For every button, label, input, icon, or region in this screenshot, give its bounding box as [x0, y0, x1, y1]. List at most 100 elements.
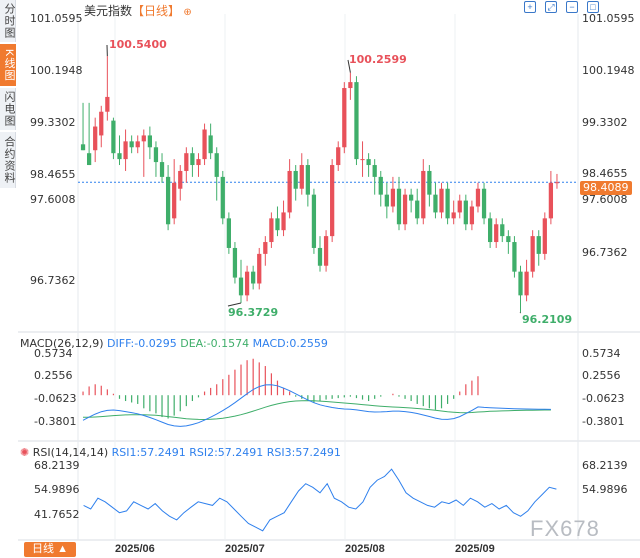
candle-body: [159, 162, 165, 177]
candle-body: [190, 153, 195, 166]
period-badge: 【日线】: [132, 4, 181, 18]
candle-body: [336, 147, 341, 166]
candle-body: [293, 170, 298, 189]
tab-timeshare[interactable]: 分时图: [0, 0, 16, 42]
candle-body: [238, 277, 244, 296]
y-tick: 99.3302: [30, 116, 76, 129]
macd-y-tick: -0.3801: [582, 415, 625, 428]
macd-y-tick: 0.5734: [34, 347, 73, 360]
candle-body: [378, 176, 383, 195]
candle-body: [512, 242, 517, 272]
macd-y-tick: -0.0623: [34, 392, 77, 405]
rsi-line: [83, 468, 557, 532]
tab-contract-info[interactable]: 合约资料: [0, 132, 16, 188]
candle-body: [111, 120, 116, 154]
candle-body: [275, 218, 280, 231]
candle-body: [141, 135, 146, 142]
y-tick: 96.7362: [30, 274, 76, 287]
high-annotation: 100.5400: [109, 38, 167, 51]
y-tick: 100.1948: [582, 64, 635, 77]
candle-body: [178, 170, 183, 189]
candle-body: [524, 271, 529, 296]
macd-y-tick: 0.2556: [34, 369, 73, 382]
macd-y-tick: 0.2556: [582, 369, 621, 382]
sidebar: 分时图 K线图 闪电图 合约资料: [0, 0, 18, 558]
candle-body: [214, 153, 219, 177]
candle-body: [421, 170, 426, 219]
candle-body: [542, 218, 547, 254]
candle-body: [86, 153, 92, 166]
candle-body: [281, 212, 286, 231]
candle-body: [396, 188, 402, 225]
candle-body: [488, 218, 493, 243]
candle-body: [451, 212, 456, 219]
candle-body: [536, 236, 541, 254]
candle-body: [129, 141, 134, 148]
dea-line: [83, 400, 551, 421]
fullscreen-icon[interactable]: □: [587, 1, 599, 13]
macd-dea: DEA:-0.1574: [180, 337, 250, 350]
candle-body: [548, 182, 554, 219]
candle-body: [354, 82, 359, 160]
macd-diff: DIFF:-0.0295: [107, 337, 177, 350]
instrument-name: 美元指数: [84, 4, 133, 18]
candle-body: [409, 194, 414, 201]
annotation-pointer: [347, 59, 351, 73]
y-tick: 98.4655: [30, 168, 76, 181]
low-annotation: 96.2109: [522, 313, 573, 326]
candle-body: [317, 247, 323, 266]
candle-body: [475, 188, 481, 207]
period-selector-button[interactable]: 日线 ▲: [24, 542, 76, 557]
macd-y-tick: -0.0623: [582, 392, 625, 405]
candle-body: [311, 194, 317, 248]
candle-body: [153, 147, 159, 163]
rsi3-value: RSI3:57.2491: [266, 446, 341, 459]
candle-body: [117, 153, 122, 160]
candle-body: [184, 153, 189, 171]
candle-body: [415, 200, 420, 219]
rsi2-value: RSI2:57.2491: [189, 446, 264, 459]
candle-body: [263, 242, 268, 254]
y-tick: 96.7362: [582, 246, 628, 259]
annotation-pointer: [227, 302, 242, 307]
candle-body: [99, 111, 104, 136]
macd-legend: MACD(26,12,9) DIFF:-0.0295 DEA:-0.1574 M…: [20, 337, 328, 350]
candle-body: [402, 194, 408, 225]
watermark: FX678: [530, 516, 600, 541]
candle-body: [226, 218, 231, 248]
y-tick: 97.6008: [30, 193, 76, 206]
fit-icon[interactable]: ⤢: [545, 1, 557, 13]
zoom-out-icon[interactable]: −: [566, 1, 578, 13]
candle-body: [469, 206, 475, 225]
candle-body: [135, 141, 140, 148]
candle-body: [457, 200, 462, 213]
rsi-legend: ✺ RSI(14,14,14) RSI1:57.2491 RSI2:57.249…: [20, 446, 341, 459]
gear-icon[interactable]: ✺: [20, 446, 30, 459]
pin-icon[interactable]: ⊕: [183, 7, 192, 18]
candle-body: [299, 165, 304, 189]
tab-kline[interactable]: K线图: [0, 44, 16, 86]
low-annotation: 96.3729: [228, 306, 279, 319]
candle-body: [433, 194, 438, 213]
candle-body: [427, 170, 432, 195]
rsi-y-tick: 68.2139: [34, 459, 80, 472]
candle-body: [366, 159, 371, 166]
candle-body: [445, 188, 450, 219]
candle-body: [323, 236, 329, 266]
macd-y-tick: -0.3801: [34, 415, 77, 428]
y-tick: 101.0595: [582, 12, 635, 25]
candle-body: [305, 165, 310, 195]
x-tick: 2025/08: [345, 543, 385, 555]
candle-body: [494, 224, 499, 243]
chart-title: 美元指数【日线】 ⊕: [84, 2, 192, 19]
tab-flash[interactable]: 闪电图: [0, 88, 16, 130]
candle-body: [439, 188, 444, 213]
rsi-y-tick: 54.9896: [34, 483, 80, 496]
y-tick: 99.3302: [582, 116, 628, 129]
candle-body: [342, 88, 347, 148]
crosshair-icon[interactable]: +: [524, 1, 536, 13]
y-tick: 97.6008: [582, 193, 628, 206]
candle-body: [244, 271, 250, 296]
rsi-y-tick: 41.7652: [34, 508, 80, 521]
